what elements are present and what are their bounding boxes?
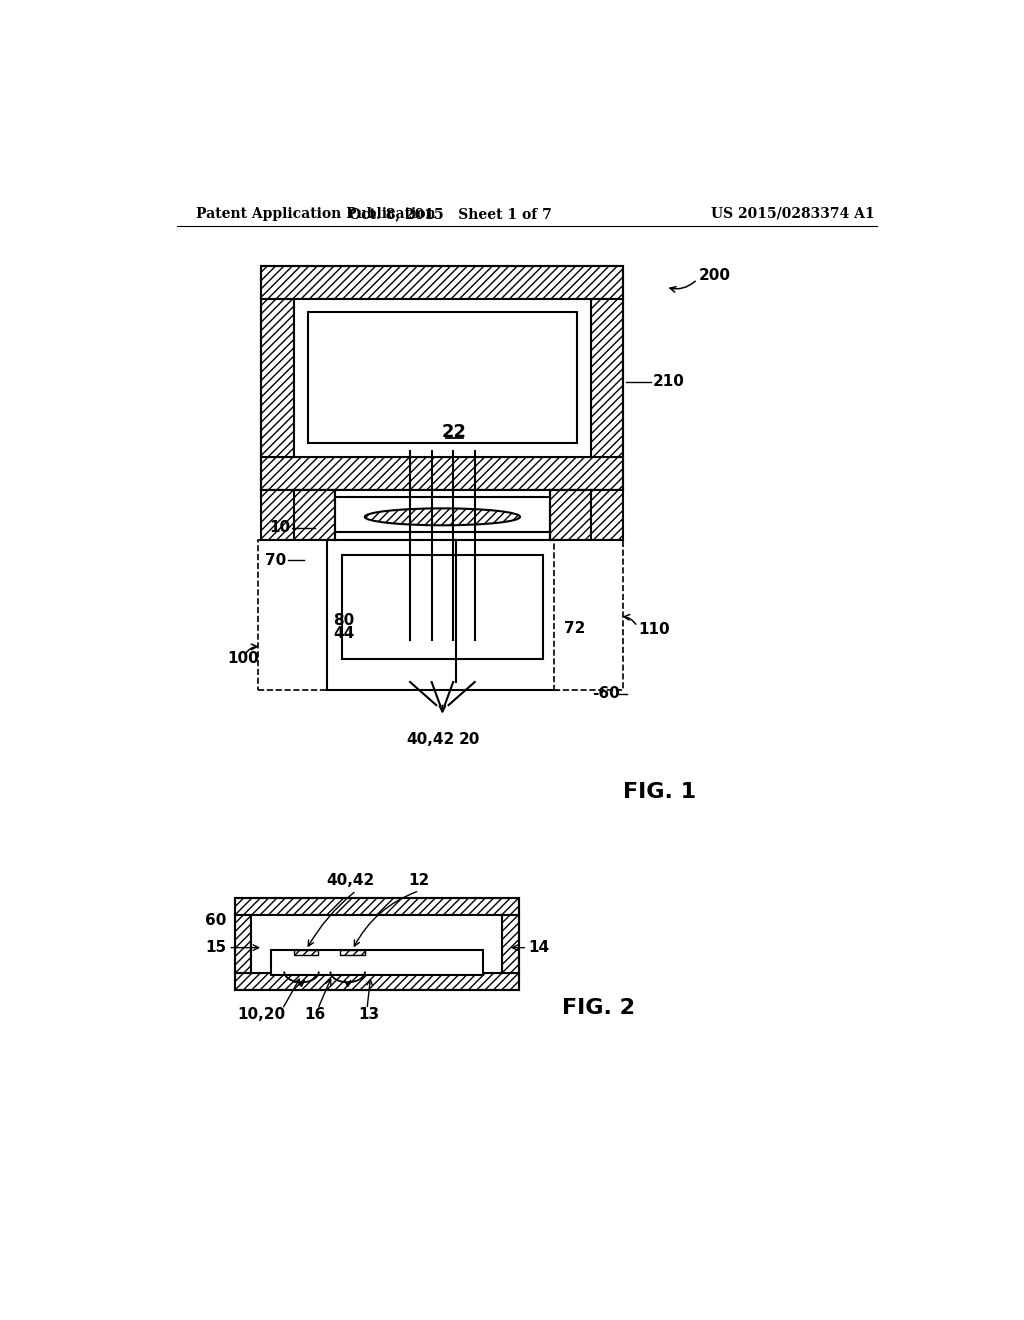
Bar — [503, 915, 519, 973]
Bar — [261, 298, 294, 457]
Bar — [554, 540, 624, 689]
Bar — [340, 950, 365, 956]
Text: 40,42: 40,42 — [326, 874, 374, 888]
Text: 20: 20 — [459, 733, 480, 747]
Text: 10: 10 — [269, 520, 291, 536]
Text: 200: 200 — [698, 268, 731, 282]
Text: 60: 60 — [206, 913, 226, 928]
Bar — [294, 298, 591, 457]
Text: 72: 72 — [564, 620, 586, 636]
Bar — [258, 540, 335, 689]
Bar — [327, 540, 558, 689]
Bar — [261, 267, 624, 298]
Bar — [261, 267, 624, 490]
Text: 14: 14 — [528, 940, 550, 956]
Bar — [335, 532, 550, 540]
Text: 22: 22 — [441, 422, 467, 441]
Text: US 2015/0283374 A1: US 2015/0283374 A1 — [711, 207, 874, 220]
Ellipse shape — [365, 508, 520, 525]
Text: 110: 110 — [639, 622, 671, 638]
Text: FIG. 2: FIG. 2 — [562, 998, 635, 1018]
Bar — [261, 457, 624, 490]
Bar — [261, 490, 335, 540]
Text: Patent Application Publication: Patent Application Publication — [196, 207, 435, 220]
Bar — [270, 950, 483, 975]
Text: 10,20: 10,20 — [238, 1007, 286, 1022]
Text: -60: -60 — [592, 686, 620, 701]
Bar — [550, 490, 624, 540]
Text: 15: 15 — [206, 940, 226, 956]
Bar — [234, 915, 252, 973]
Bar — [234, 898, 519, 990]
Text: 13: 13 — [358, 1007, 380, 1022]
Bar — [335, 490, 550, 498]
Text: FIG. 1: FIG. 1 — [624, 781, 696, 803]
Text: 210: 210 — [652, 374, 684, 389]
Text: 100: 100 — [227, 651, 259, 667]
Text: 80: 80 — [333, 612, 354, 628]
Bar — [294, 950, 318, 956]
Bar — [234, 973, 519, 990]
Text: 16: 16 — [305, 1007, 326, 1022]
Bar — [234, 898, 519, 915]
Text: 70: 70 — [265, 553, 286, 568]
Bar — [342, 554, 543, 659]
Bar — [252, 915, 503, 973]
Text: 40,42: 40,42 — [407, 733, 455, 747]
Text: 12: 12 — [409, 874, 430, 888]
Text: 44: 44 — [333, 626, 354, 642]
Bar — [307, 313, 578, 444]
Text: Oct. 8, 2015   Sheet 1 of 7: Oct. 8, 2015 Sheet 1 of 7 — [349, 207, 552, 220]
Bar — [591, 298, 624, 457]
